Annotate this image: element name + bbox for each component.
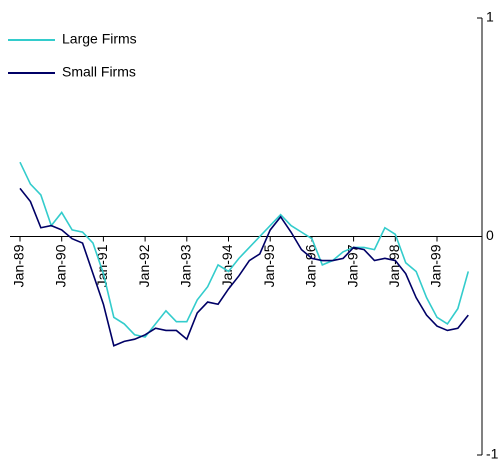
y-tick-label: 0 — [486, 227, 494, 243]
x-tick-label: Jan-99 — [428, 244, 444, 287]
x-tick-label: Jan-97 — [344, 244, 360, 287]
series-line — [19, 187, 469, 347]
x-tick-label: Jan-93 — [178, 244, 194, 287]
y-tick-label: -1 — [486, 446, 499, 459]
series-line — [19, 161, 470, 338]
x-tick-label: Jan-95 — [261, 244, 277, 287]
x-tick-label: Jan-98 — [386, 244, 402, 287]
legend-label: Small Firms — [62, 64, 136, 80]
legend-label: Large Firms — [62, 31, 137, 47]
y-tick-label: 1 — [486, 9, 494, 25]
x-tick-label: Jan-94 — [219, 244, 235, 287]
x-tick-label: Jan-91 — [94, 244, 110, 287]
x-tick-label: Jan-96 — [303, 244, 319, 287]
x-tick-label: Jan-89 — [11, 244, 27, 287]
x-tick-label: Jan-90 — [52, 244, 68, 287]
x-tick-label: Jan-92 — [136, 244, 152, 287]
